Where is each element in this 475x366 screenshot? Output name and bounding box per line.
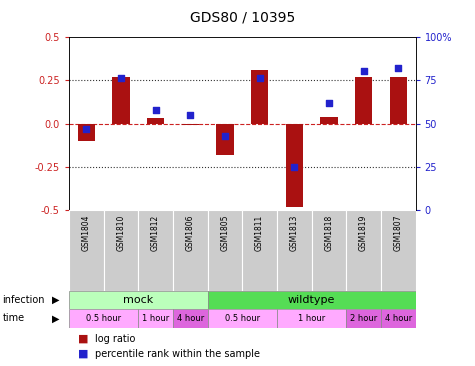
Point bbox=[186, 112, 194, 118]
Point bbox=[221, 133, 229, 139]
Text: 4 hour: 4 hour bbox=[385, 314, 412, 323]
Bar bbox=[346, 309, 381, 328]
Point bbox=[83, 126, 90, 132]
Text: infection: infection bbox=[2, 295, 45, 305]
Point bbox=[291, 164, 298, 170]
Text: mock: mock bbox=[123, 295, 153, 305]
Bar bbox=[346, 210, 381, 291]
Bar bbox=[69, 291, 208, 309]
Text: GDS80 / 10395: GDS80 / 10395 bbox=[190, 11, 295, 25]
Text: 0.5 hour: 0.5 hour bbox=[225, 314, 260, 323]
Bar bbox=[104, 210, 138, 291]
Text: 1 hour: 1 hour bbox=[298, 314, 325, 323]
Text: GSM1813: GSM1813 bbox=[290, 214, 299, 251]
Bar bbox=[320, 116, 338, 123]
Bar bbox=[181, 123, 199, 125]
Bar bbox=[147, 118, 164, 123]
Text: ▶: ▶ bbox=[52, 313, 59, 324]
Point bbox=[256, 75, 264, 81]
Text: GSM1805: GSM1805 bbox=[220, 214, 229, 251]
Bar bbox=[381, 309, 416, 328]
Text: GSM1812: GSM1812 bbox=[151, 214, 160, 251]
Bar bbox=[138, 210, 173, 291]
Text: ■: ■ bbox=[78, 349, 89, 359]
Bar bbox=[138, 309, 173, 328]
Text: GSM1804: GSM1804 bbox=[82, 214, 91, 251]
Text: 0.5 hour: 0.5 hour bbox=[86, 314, 121, 323]
Text: 1 hour: 1 hour bbox=[142, 314, 169, 323]
Text: wildtype: wildtype bbox=[288, 295, 335, 305]
Bar bbox=[312, 210, 346, 291]
Text: GSM1811: GSM1811 bbox=[255, 214, 264, 251]
Bar bbox=[381, 210, 416, 291]
Text: ▶: ▶ bbox=[52, 295, 59, 305]
Bar bbox=[277, 309, 346, 328]
Text: time: time bbox=[2, 313, 25, 324]
Point bbox=[117, 75, 124, 81]
Text: GSM1810: GSM1810 bbox=[116, 214, 125, 251]
Text: ■: ■ bbox=[78, 333, 89, 344]
Text: GSM1819: GSM1819 bbox=[359, 214, 368, 251]
Point bbox=[394, 65, 402, 71]
Bar bbox=[77, 123, 95, 141]
Text: GSM1807: GSM1807 bbox=[394, 214, 403, 251]
Bar bbox=[69, 210, 104, 291]
Bar bbox=[173, 210, 208, 291]
Bar bbox=[242, 210, 277, 291]
Bar bbox=[277, 210, 312, 291]
Point bbox=[152, 107, 160, 112]
Bar bbox=[208, 309, 277, 328]
Text: log ratio: log ratio bbox=[95, 333, 135, 344]
Bar bbox=[285, 123, 303, 207]
Text: GSM1818: GSM1818 bbox=[324, 214, 333, 251]
Text: 4 hour: 4 hour bbox=[177, 314, 204, 323]
Bar bbox=[173, 309, 208, 328]
Bar bbox=[69, 309, 138, 328]
Text: GSM1806: GSM1806 bbox=[186, 214, 195, 251]
Point bbox=[360, 68, 368, 74]
Bar bbox=[112, 76, 130, 123]
Text: 2 hour: 2 hour bbox=[350, 314, 377, 323]
Bar bbox=[390, 76, 407, 123]
Text: percentile rank within the sample: percentile rank within the sample bbox=[95, 349, 260, 359]
Bar bbox=[216, 123, 234, 155]
Point bbox=[325, 100, 332, 105]
Bar bbox=[208, 291, 416, 309]
Bar bbox=[208, 210, 242, 291]
Bar bbox=[251, 70, 268, 123]
Bar bbox=[355, 76, 372, 123]
